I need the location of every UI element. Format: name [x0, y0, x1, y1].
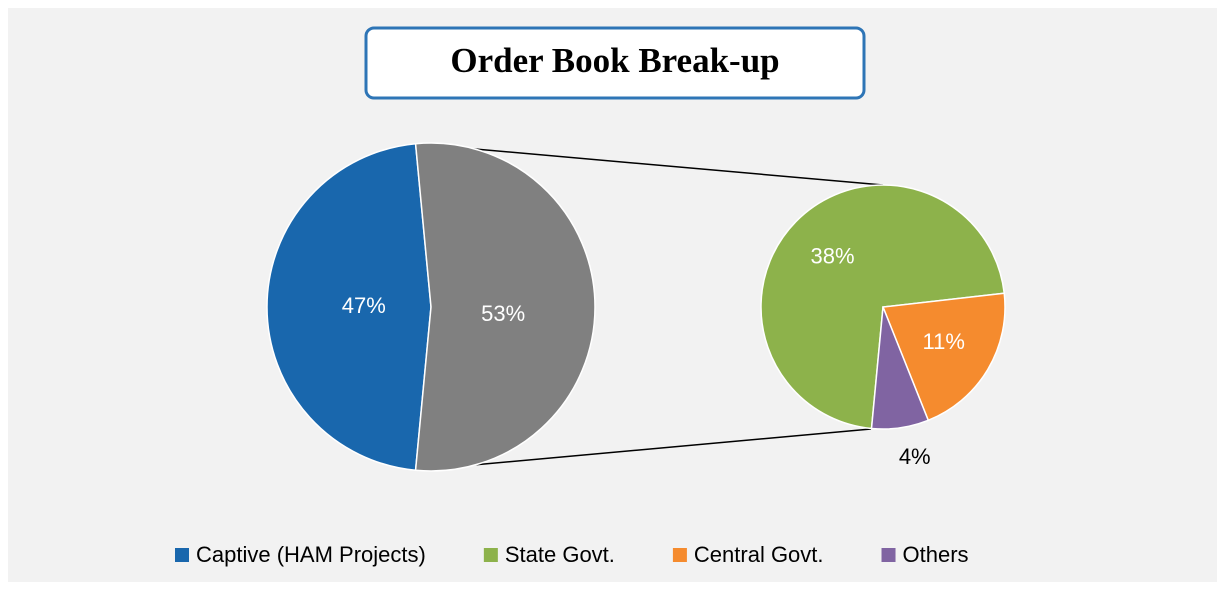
connector-line: [415, 428, 872, 472]
legend-label: State Govt.: [505, 542, 615, 567]
legend-label: Central Govt.: [694, 542, 824, 567]
data-label: 53%: [481, 301, 525, 326]
data-label: 11%: [923, 329, 965, 354]
legend-swatch: [175, 548, 189, 562]
data-label: 47%: [342, 293, 386, 318]
pie-slice: [881, 292, 1006, 422]
legend-swatch: [483, 548, 498, 562]
data-label: 38%: [810, 243, 854, 268]
chart-area: [8, 8, 1217, 582]
legend-swatch: [672, 548, 687, 562]
legend-label: Others: [903, 542, 969, 567]
pie-slice: [870, 306, 930, 430]
legend-swatch: [881, 548, 896, 562]
chart-title: Order Book Break-up: [450, 41, 779, 80]
connector-line: [415, 142, 884, 186]
pie-slice: [266, 142, 432, 472]
title-box: [364, 26, 866, 100]
pie-slice: [414, 142, 596, 472]
data-label: 4%: [899, 444, 931, 469]
legend-label: Captive (HAM Projects): [196, 542, 426, 567]
